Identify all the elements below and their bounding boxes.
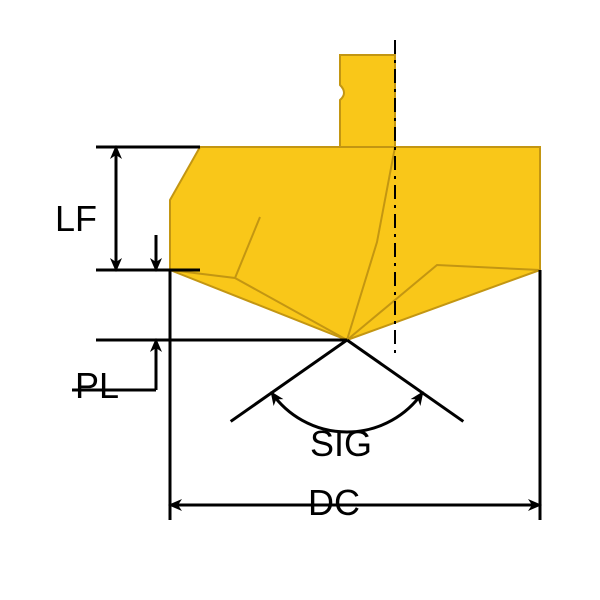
sig-label: SIG [310, 423, 372, 465]
sig-dimension [231, 340, 464, 432]
tool-body [170, 55, 540, 340]
pl-label: PL [75, 365, 119, 407]
dc-label: DC [308, 482, 360, 524]
lf-label: LF [55, 198, 97, 240]
tool-diagram [0, 0, 600, 600]
